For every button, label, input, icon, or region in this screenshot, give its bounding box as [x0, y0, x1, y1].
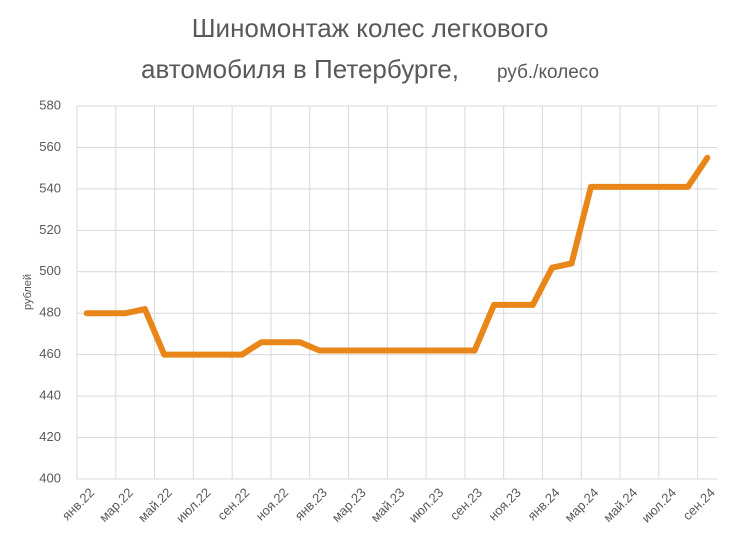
x-tick-label: май.24 — [600, 485, 640, 525]
y-tick-label: 500 — [39, 263, 61, 278]
x-tick-label: ноя.23 — [485, 485, 524, 524]
y-tick-label: 560 — [39, 139, 61, 154]
x-tick-label: мар.24 — [562, 485, 602, 525]
data-line — [83, 154, 711, 358]
x-tick-label: сен.23 — [447, 485, 485, 523]
y-tick-label: 520 — [39, 222, 61, 237]
x-tick-label: янв.23 — [292, 485, 330, 523]
x-tick-label: мар.22 — [96, 485, 136, 525]
y-tick-label: 480 — [39, 305, 61, 320]
x-tick-label: май.22 — [135, 485, 175, 525]
x-tick-label: мар.23 — [329, 485, 369, 525]
y-tick-label: 420 — [39, 429, 61, 444]
x-tick-label: ноя.22 — [253, 485, 292, 524]
x-tick-label: сен.22 — [214, 485, 252, 523]
x-tick-label: июл.24 — [638, 485, 679, 526]
chart-subtitle: руб./колесо — [497, 62, 599, 83]
y-tick-label: 460 — [39, 346, 61, 361]
y-tick-label: 540 — [39, 180, 61, 195]
chart-title: Шиномонтаж колес легкового — [192, 13, 549, 43]
y-axis-label: рублей — [22, 274, 34, 310]
x-tick-label: сен.24 — [680, 485, 718, 523]
y-tick-label: 400 — [39, 470, 61, 485]
y-tick-label: 440 — [39, 388, 61, 403]
x-tick-label: июл.23 — [406, 485, 447, 526]
x-tick-label: янв.22 — [59, 485, 97, 523]
x-tick-label: янв.24 — [524, 485, 562, 523]
y-tick-label: 580 — [39, 97, 61, 112]
x-tick-label: май.23 — [368, 485, 408, 525]
chart-title: автомобиля в Петербурге, — [141, 54, 459, 84]
x-tick-label: июл.22 — [173, 485, 214, 526]
